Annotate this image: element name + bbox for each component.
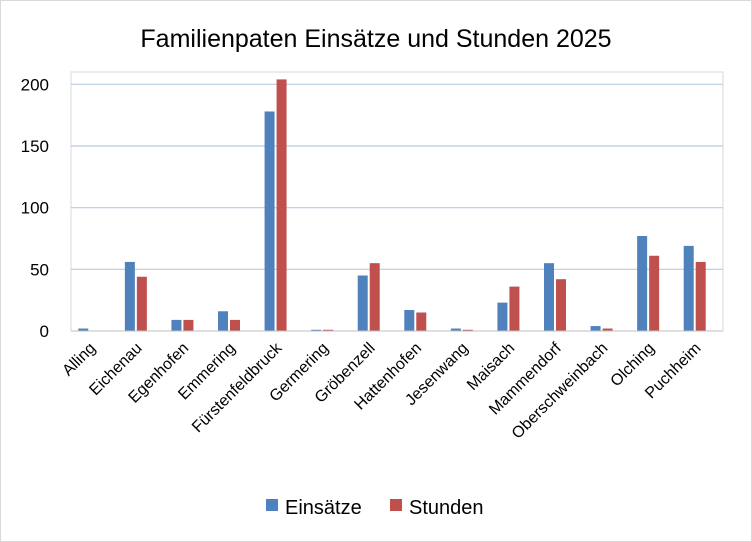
bar-stunden: [509, 286, 520, 331]
bar-einsaetze: [590, 326, 601, 331]
bar-stunden: [276, 79, 287, 332]
bar-einsaetze: [311, 329, 322, 331]
bar-einsaetze: [78, 328, 89, 331]
bar-stunden: [602, 328, 613, 331]
bar-stunden: [230, 319, 240, 331]
bar-stunden: [556, 279, 566, 331]
bar-einsaetze: [171, 319, 182, 331]
y-tick-label: 0: [40, 322, 49, 341]
bar-einsaetze: [264, 111, 275, 331]
y-axis-ticks: 0 50 100 150 200: [21, 75, 49, 341]
legend-label: Einsätze: [285, 497, 362, 519]
legend-label: Stunden: [409, 497, 484, 519]
bar-einsaetze: [404, 310, 415, 331]
bar-einsaetze: [544, 263, 554, 331]
bar-stunden: [462, 329, 473, 331]
bar-einsaetze: [637, 236, 648, 331]
y-tick-label: 50: [30, 260, 49, 279]
y-tick-label: 200: [21, 75, 49, 94]
bar-stunden: [183, 319, 194, 331]
bar-stunden: [136, 276, 147, 331]
legend-swatch: [266, 499, 278, 511]
bar-einsaetze: [218, 311, 228, 331]
bar-stunden: [416, 312, 427, 331]
gridlines: [71, 83, 723, 270]
chart-title: Familienpaten Einsätze und Stunden 2025: [140, 25, 611, 53]
x-category-label: Alling: [59, 340, 99, 380]
bar-einsaetze: [450, 328, 461, 331]
plot-area: [70, 71, 724, 332]
bar-stunden: [649, 255, 660, 331]
x-axis-category-labels: AllingEichenauEgenhofenEmmeringFürstenfe…: [59, 339, 704, 442]
bar-einsaetze: [124, 261, 135, 331]
bar-stunden: [369, 263, 380, 331]
bars: [78, 79, 706, 332]
bar-einsaetze: [683, 245, 694, 331]
bar-einsaetze: [357, 275, 368, 331]
legend: Einsätze Stunden: [266, 497, 484, 519]
bar-stunden: [323, 329, 334, 331]
y-tick-label: 150: [21, 137, 49, 156]
legend-swatch: [390, 499, 402, 511]
y-tick-label: 100: [21, 199, 49, 218]
bar-stunden: [695, 261, 706, 331]
bar-einsaetze: [497, 302, 508, 331]
